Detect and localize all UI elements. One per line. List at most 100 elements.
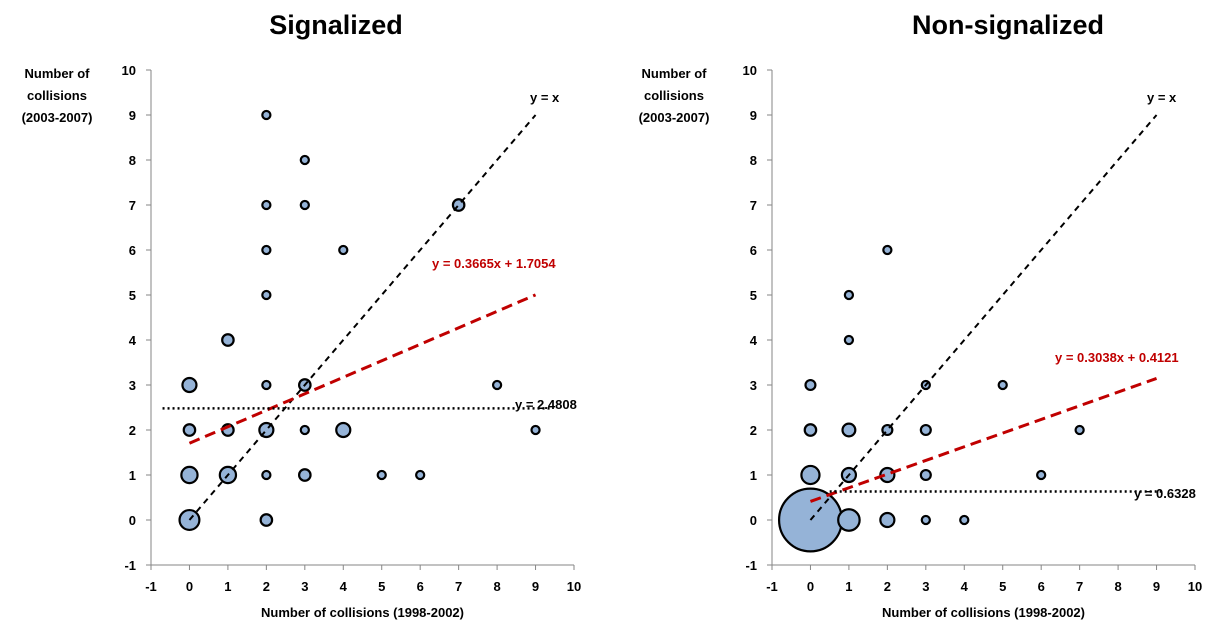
- x-tick-label: 8: [493, 579, 500, 594]
- data-bubble: [920, 514, 931, 526]
- x-axis-label: Number of collisions (1998-2002): [882, 605, 1085, 620]
- data-bubble: [803, 423, 818, 437]
- y-tick-label: 4: [750, 333, 758, 348]
- data-bubble: [879, 511, 896, 529]
- non-signalized-panel: Non-signalized Number of collisions (2003-2…: [612, 0, 1224, 623]
- y-axis-label: (2003-2007): [22, 110, 93, 125]
- x-tick-label: 3: [301, 579, 308, 594]
- data-bubble: [221, 333, 235, 347]
- y-tick-label: 9: [129, 108, 136, 123]
- x-tick-label: 1: [845, 579, 852, 594]
- x-tick-label: 8: [1114, 579, 1121, 594]
- identity-line: [188, 114, 537, 521]
- y-tick-label: 6: [750, 243, 757, 258]
- x-tick-label: 5: [378, 579, 385, 594]
- data-bubble: [338, 244, 349, 256]
- y-tick-label: 4: [129, 333, 137, 348]
- y-tick-label: 6: [129, 243, 136, 258]
- y-tick-label: 3: [129, 378, 136, 393]
- y-axis-label: (2003-2007): [639, 110, 710, 125]
- non-signalized-chart: Non-signalized Number of collisions (2003-2…: [639, 10, 1203, 620]
- data-bubble: [261, 379, 272, 391]
- data-bubble: [259, 513, 274, 527]
- mean-line-label: y = 2.4808: [515, 397, 577, 412]
- x-tick-label: 5: [999, 579, 1006, 594]
- x-tick-label: 9: [532, 579, 539, 594]
- y-tick-label: -1: [124, 558, 136, 573]
- data-bubble: [335, 421, 352, 439]
- data-bubble: [777, 487, 843, 553]
- data-bubble: [491, 379, 503, 391]
- data-bubble: [261, 244, 272, 256]
- data-bubble: [1074, 424, 1085, 436]
- regression-equation-label: y = 0.3038x + 0.4121: [1055, 350, 1179, 365]
- identity-line-label: y = x: [530, 90, 560, 105]
- regression-line: [809, 377, 1158, 503]
- data-bubble: [841, 422, 857, 438]
- data-bubble: [919, 468, 932, 482]
- data-bubble: [800, 464, 821, 486]
- signalized-chart: Signalized Number of collisions (2003-2007)…: [22, 10, 582, 620]
- y-tick-label: 7: [129, 198, 136, 213]
- y-tick-label: 10: [743, 63, 757, 78]
- data-bubble: [261, 109, 272, 121]
- data-bubble: [299, 424, 310, 436]
- data-bubble: [882, 244, 893, 256]
- data-bubble: [376, 469, 387, 481]
- y-axis-label: collisions: [27, 88, 87, 103]
- y-axis-label: Number of: [25, 66, 91, 81]
- x-tick-label: -1: [766, 579, 778, 594]
- data-bubble: [837, 508, 861, 532]
- x-tick-label: -1: [145, 579, 157, 594]
- data-bubble: [919, 423, 932, 437]
- signalized-panel: Signalized Number of collisions (2003-2007)…: [0, 0, 612, 623]
- chart-title: Non-signalized: [912, 10, 1104, 40]
- x-tick-label: 4: [340, 579, 348, 594]
- data-bubble: [415, 469, 426, 481]
- x-tick-label: 2: [263, 579, 270, 594]
- data-bubble: [299, 154, 310, 166]
- mean-line-label: y = 0.6328: [1134, 486, 1196, 501]
- data-bubble: [843, 289, 855, 301]
- y-tick-label: 0: [129, 513, 136, 528]
- data-bubble: [180, 465, 199, 485]
- data-bubble: [1036, 469, 1047, 481]
- x-tick-label: 7: [1076, 579, 1083, 594]
- chart-title: Signalized: [269, 10, 403, 40]
- data-bubble: [843, 334, 855, 346]
- data-bubble: [261, 289, 272, 301]
- x-tick-label: 3: [922, 579, 929, 594]
- y-tick-label: 8: [129, 153, 136, 168]
- x-tick-label: 6: [417, 579, 424, 594]
- regression-equation-label: y = 0.3665x + 1.7054: [432, 256, 556, 271]
- y-axis-label: collisions: [644, 88, 704, 103]
- y-tick-label: 2: [129, 423, 136, 438]
- x-tick-label: 1: [224, 579, 231, 594]
- data-bubble: [530, 424, 541, 436]
- y-tick-label: 1: [750, 468, 757, 483]
- x-tick-label: 10: [1188, 579, 1202, 594]
- x-tick-label: 7: [455, 579, 462, 594]
- data-bubble: [261, 469, 272, 481]
- regression-line: [188, 293, 537, 445]
- x-tick-label: 6: [1038, 579, 1045, 594]
- identity-line-label: y = x: [1147, 90, 1177, 105]
- data-bubble: [959, 514, 970, 526]
- data-bubble: [297, 468, 312, 482]
- identity-line: [809, 114, 1158, 521]
- x-tick-label: 0: [186, 579, 193, 594]
- y-tick-label: 8: [750, 153, 757, 168]
- y-tick-label: 3: [750, 378, 757, 393]
- y-tick-label: 7: [750, 198, 757, 213]
- data-bubble: [997, 379, 1008, 391]
- y-tick-label: 9: [750, 108, 757, 123]
- x-tick-label: 10: [567, 579, 581, 594]
- x-tick-label: 4: [961, 579, 969, 594]
- y-tick-label: 10: [122, 63, 136, 78]
- data-bubble: [299, 199, 310, 211]
- y-tick-label: 5: [129, 288, 136, 303]
- y-tick-label: 1: [129, 468, 136, 483]
- data-bubble: [181, 376, 198, 394]
- y-tick-label: 5: [750, 288, 757, 303]
- y-axis-label: Number of: [642, 66, 708, 81]
